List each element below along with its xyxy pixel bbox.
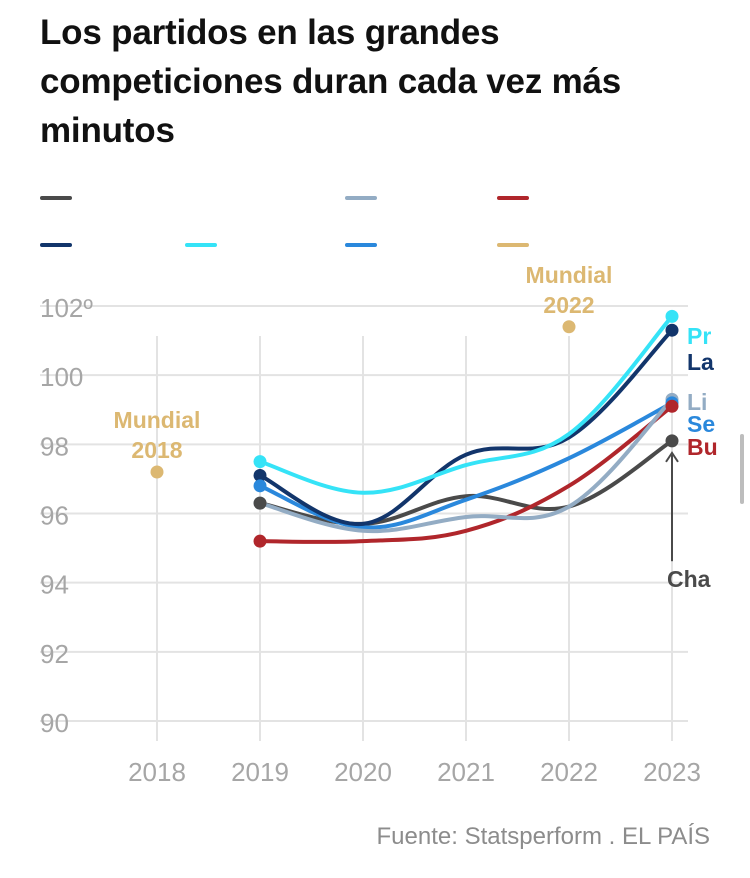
series-line-premier [258, 314, 674, 495]
source-credit: Fuente: Statsperform . EL PAÍS [376, 823, 710, 850]
annotation-mundial-2018-line-0: Mundial [114, 407, 201, 433]
y-tick-label: 94 [40, 570, 69, 600]
y-tick-label: 100 [40, 362, 83, 392]
series-line-laliga [258, 328, 674, 526]
annotation-arrow-head [665, 451, 679, 463]
series-line-liga [258, 397, 674, 534]
data-point-premier-start [253, 455, 267, 469]
x-tick-label: 2018 [128, 757, 186, 787]
end-label-serie-a: Se [687, 411, 715, 437]
x-tick-label: 2021 [437, 757, 495, 787]
data-point-bundesliga-end [665, 399, 679, 413]
annotation-mundial-2018-line-1: 2018 [131, 437, 182, 463]
end-label-liga: Li [687, 389, 707, 415]
end-label-champions: Cha [667, 566, 711, 592]
data-point-laliga-start [253, 468, 267, 482]
line-chart: 90 92 94 96 98 100 102º 2018 2019 2020 2021 2022 202… [40, 262, 718, 787]
y-tick-label: 102º [40, 293, 93, 323]
data-point-premier-end [665, 309, 679, 323]
x-tick-label: 2019 [231, 757, 289, 787]
annotation-mundial-2022-line-1: 2022 [543, 292, 594, 318]
data-point-bundesliga-start [253, 534, 267, 548]
x-tick-label: 2023 [643, 757, 701, 787]
scrollbar[interactable] [740, 434, 744, 504]
data-point-serie-a-start [253, 479, 267, 493]
y-tick-label: 96 [40, 501, 69, 531]
end-label-bundesliga: Bu [687, 434, 718, 460]
end-label-laliga: La [687, 349, 714, 375]
y-tick-label: 98 [40, 431, 69, 461]
data-point-laliga-end [665, 323, 679, 337]
chart-title: Los partidos en las grandes competicione… [40, 13, 622, 150]
mundial-marker-2022 [562, 320, 576, 334]
data-point-champions-start [253, 496, 267, 510]
series-line-bundesliga [258, 404, 674, 544]
data-point-champions-end [665, 434, 679, 448]
annotation-mundial-2022-line-0: Mundial [526, 262, 613, 288]
mundial-marker-2018 [150, 465, 164, 479]
y-tick-label: 92 [40, 639, 69, 669]
x-tick-label: 2020 [334, 757, 392, 787]
y-tick-label: 90 [40, 708, 69, 738]
end-label-premier: Pr [687, 323, 711, 349]
x-tick-label: 2022 [540, 757, 598, 787]
